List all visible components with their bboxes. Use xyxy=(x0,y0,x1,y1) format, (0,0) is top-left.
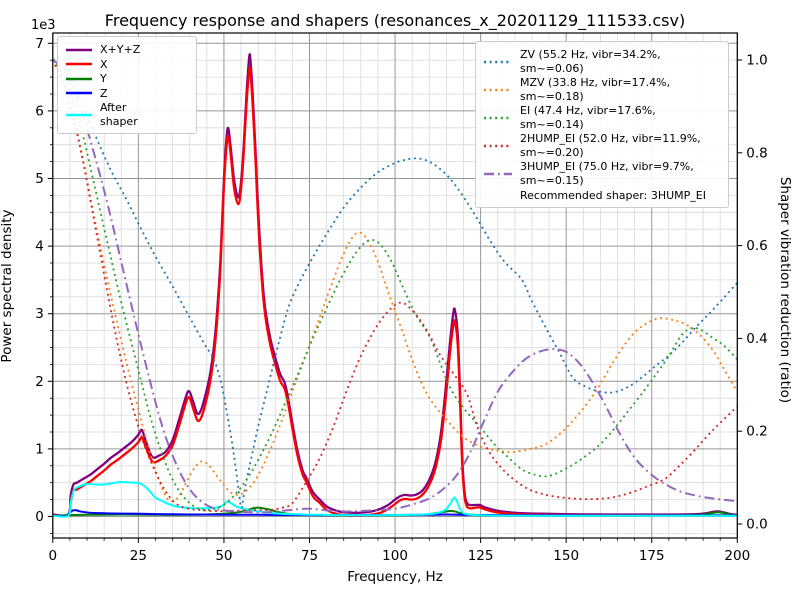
y-right-tick-label: 0.4 xyxy=(746,331,767,347)
legend-item-label: Y xyxy=(100,72,107,85)
legend-item-label: EI (47.4 Hz, vibr=17.6%, sm~=0.14) xyxy=(520,104,656,131)
legend-item-label: ZV (55.2 Hz, vibr=34.2%, sm~=0.06) xyxy=(520,48,661,75)
dotted-line-swatch-icon xyxy=(484,88,512,91)
series-zv xyxy=(52,58,738,509)
x-tick-label: 0 xyxy=(49,548,58,564)
line-swatch-icon xyxy=(66,63,92,66)
legend-item-label: X xyxy=(100,57,108,71)
legend-psd: X+Y+Z X Y Z After shaper xyxy=(57,36,197,134)
series-3hump_ei xyxy=(52,59,738,514)
legend-item-label: 3HUMP_EI (75.0 Hz, vibr=9.7%, sm~=0.15) xyxy=(520,160,694,187)
recommended-shaper-note: Recommended shaper: 3HUMP_EI xyxy=(520,189,706,202)
x-tick-label: 175 xyxy=(639,548,665,564)
y-left-tick-label: 7 xyxy=(35,36,44,52)
x-tick-label: 150 xyxy=(553,548,579,564)
line-swatch-icon xyxy=(66,92,92,95)
legend-item-y: Y xyxy=(65,72,188,86)
y-left-tick-label: 4 xyxy=(35,239,44,255)
legend-item-ei: EI (47.4 Hz, vibr=17.6%, sm~=0.14) xyxy=(483,104,720,131)
y-right-tick-label: 1.0 xyxy=(746,53,767,69)
legend-item-x+y+z: X+Y+Z xyxy=(65,43,188,57)
series-2hump_ei xyxy=(52,59,738,512)
legend-shapers: ZV (55.2 Hz, vibr=34.2%, sm~=0.06) MZV (3… xyxy=(475,41,729,208)
legend-item-label: Z xyxy=(100,86,108,100)
dotted-line-swatch-icon xyxy=(484,60,512,63)
y-right-tick-label: 0.6 xyxy=(746,238,767,254)
y-right-axis-label: Shaper vibration reduction (ratio) xyxy=(777,176,793,404)
page-title: Frequency response and shapers (resonanc… xyxy=(104,11,686,30)
x-tick-label: 75 xyxy=(301,548,318,564)
dotted-line-swatch-icon xyxy=(484,116,512,119)
y-left-tick-label: 6 xyxy=(35,103,44,119)
x-axis-label: Frequency, Hz xyxy=(347,569,443,585)
x-tick-label: 25 xyxy=(130,548,147,564)
series-ei xyxy=(52,59,738,511)
y-left-tick-label: 1 xyxy=(35,441,44,457)
line-swatch-icon xyxy=(66,48,92,51)
legend-item-2hump_ei: 2HUMP_EI (52.0 Hz, vibr=11.9%, sm~=0.20) xyxy=(483,132,720,159)
legend-item-3hump_ei: 3HUMP_EI (75.0 Hz, vibr=9.7%, sm~=0.15) xyxy=(483,160,720,187)
y-offset-label: 1e3 xyxy=(31,18,56,33)
y-left-axis-label: Power spectral density xyxy=(0,209,15,363)
y-right-tick-label: 0.8 xyxy=(746,145,767,161)
y-left-tick-label: 3 xyxy=(35,306,44,322)
legend-item-after: After shaper xyxy=(65,101,188,128)
x-tick-label: 200 xyxy=(724,548,750,564)
y-right-tick-label: 0.2 xyxy=(746,424,767,440)
line-swatch-icon xyxy=(66,77,92,80)
y-left-tick-label: 2 xyxy=(35,374,44,390)
legend-item-label: 2HUMP_EI (52.0 Hz, vibr=11.9%, sm~=0.20) xyxy=(520,132,701,159)
axes-layer: 0 25 50 75 100 125 150 175 200 0 1 2 3 4 5 6 7 0.0 0.2 0.4 0… xyxy=(31,18,768,564)
line-swatch-icon xyxy=(66,113,92,116)
x-tick-label: 50 xyxy=(215,548,232,564)
legend-item-mzv: MZV (33.8 Hz, vibr=17.4%, sm~=0.18) xyxy=(483,76,720,103)
y-right-tick-label: 0.0 xyxy=(746,517,767,533)
legend-item-z: Z xyxy=(65,87,188,101)
legend-item-label: X+Y+Z xyxy=(100,43,141,56)
x-tick-label: 100 xyxy=(382,548,408,564)
dotted-line-swatch-icon xyxy=(484,144,512,147)
series-mzv xyxy=(52,59,738,503)
legend-item-label: MZV (33.8 Hz, vibr=17.4%, sm~=0.18) xyxy=(520,76,671,103)
x-tick-label: 125 xyxy=(468,548,494,564)
series-after-shaper xyxy=(52,481,738,518)
legend-item-label: After shaper xyxy=(100,101,138,128)
y-left-tick-label: 0 xyxy=(35,509,44,525)
series-layer xyxy=(52,53,738,518)
legend-item-x: X xyxy=(65,58,188,72)
dashdot-line-swatch-icon xyxy=(484,172,512,175)
y-left-tick-label: 5 xyxy=(35,171,44,187)
legend-item-zv: ZV (55.2 Hz, vibr=34.2%, sm~=0.06) xyxy=(483,48,720,75)
